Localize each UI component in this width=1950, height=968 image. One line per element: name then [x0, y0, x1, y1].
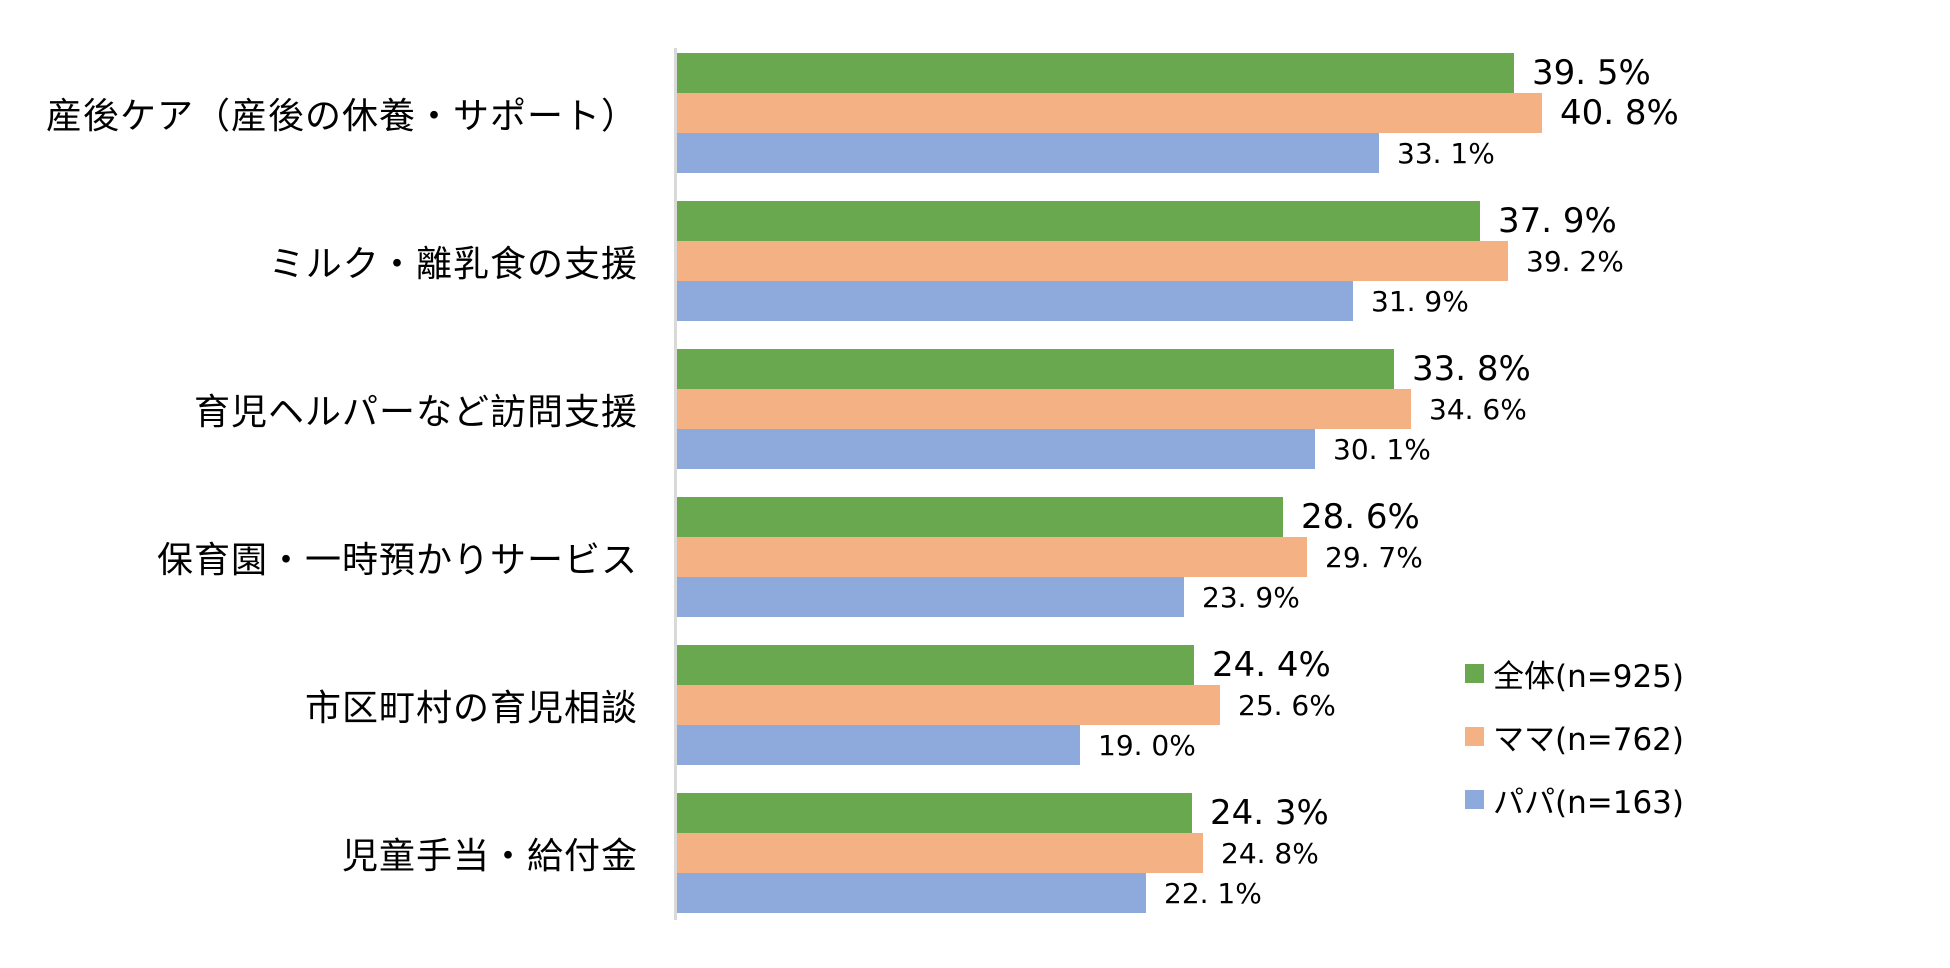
- value-label: 34. 6%: [1429, 392, 1527, 426]
- bar-zentai-1: [677, 53, 1514, 93]
- bar-mama-5: [677, 685, 1220, 725]
- value-label: 24. 8%: [1221, 836, 1319, 870]
- bar-papa-4: [677, 577, 1184, 617]
- category-label: 児童手当・給付金: [341, 836, 638, 877]
- value-label: 29. 7%: [1325, 540, 1423, 574]
- value-label: 24. 3%: [1210, 793, 1329, 833]
- category-label: ミルク・離乳食の支援: [268, 244, 638, 285]
- bar-mama-2: [677, 241, 1508, 281]
- bar-papa-6: [677, 873, 1146, 913]
- value-label: 22. 1%: [1164, 876, 1262, 910]
- bar-papa-2: [677, 281, 1353, 321]
- value-label: 39. 2%: [1526, 244, 1624, 278]
- bar-papa-5: [677, 725, 1080, 765]
- value-label: 31. 9%: [1371, 284, 1469, 318]
- bar-papa-1: [677, 133, 1379, 173]
- bar-mama-4: [677, 537, 1307, 577]
- value-label: 25. 6%: [1238, 688, 1336, 722]
- value-label: 39. 5%: [1532, 53, 1651, 93]
- bar-zentai-4: [677, 497, 1283, 537]
- bar-zentai-6: [677, 793, 1192, 833]
- value-label: 24. 4%: [1212, 645, 1331, 685]
- legend-swatch-icon: [1465, 726, 1484, 746]
- bar-mama-3: [677, 389, 1411, 429]
- legend-label: パパ(n=163): [1493, 784, 1684, 821]
- bar-mama-1: [677, 93, 1542, 133]
- legend-item: ママ(n=762): [1465, 719, 1684, 758]
- legend-item: パパ(n=163): [1465, 782, 1684, 821]
- value-label: 40. 8%: [1560, 93, 1679, 133]
- legend-label: 全体(n=925): [1493, 658, 1684, 695]
- bar-papa-3: [677, 429, 1315, 469]
- category-label: 産後ケア（産後の休養・サポート）: [45, 96, 638, 137]
- bar-zentai-2: [677, 201, 1480, 241]
- bar-zentai-3: [677, 349, 1394, 389]
- category-label: 市区町村の育児相談: [304, 688, 638, 729]
- category-label: 育児ヘルパーなど訪問支援: [193, 392, 638, 433]
- value-label: 33. 8%: [1412, 349, 1531, 389]
- legend-item: 全体(n=925): [1465, 656, 1684, 695]
- legend-swatch-icon: [1465, 663, 1484, 683]
- category-label: 保育園・一時預かりサービス: [156, 540, 638, 581]
- value-label: 30. 1%: [1333, 432, 1431, 466]
- legend-label: ママ(n=762): [1493, 721, 1684, 758]
- legend-swatch-icon: [1465, 789, 1484, 809]
- bar-mama-6: [677, 833, 1203, 873]
- value-label: 23. 9%: [1202, 580, 1300, 614]
- value-label: 28. 6%: [1301, 497, 1420, 537]
- category-axis-line: [674, 48, 677, 920]
- value-label: 19. 0%: [1098, 728, 1196, 762]
- value-label: 37. 9%: [1498, 201, 1617, 241]
- bar-zentai-5: [677, 645, 1194, 685]
- value-label: 33. 1%: [1397, 136, 1495, 170]
